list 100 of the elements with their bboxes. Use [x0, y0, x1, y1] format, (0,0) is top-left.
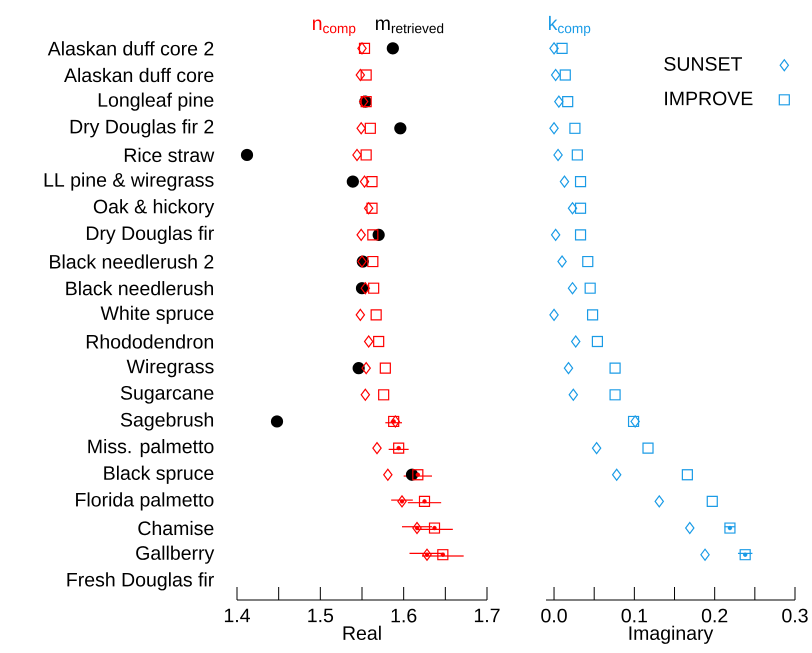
y-tick-label: Alaskan duff core 2: [48, 41, 214, 56]
point: [356, 228, 366, 241]
x-tick-label: 0.1: [622, 608, 647, 622]
point: [564, 362, 574, 374]
point: [356, 122, 366, 134]
point: [364, 335, 374, 348]
point: [740, 549, 751, 560]
y-tick-label: Sugarcane: [120, 386, 214, 404]
point: [240, 148, 254, 162]
annotation: $\mathrm{k}_{\mathrm{comp}}$: [549, 16, 590, 36]
y-tick-label: LL pine & wiregrass: [44, 172, 214, 191]
point: [642, 442, 654, 454]
y-tick-label: Sagebrush: [120, 412, 214, 431]
y-tick-label: Fresh Douglas fir: [67, 572, 214, 590]
text: $\mathrm{m}_{\mathrm{retrieved}}$: [376, 20, 444, 34]
point: [586, 309, 598, 320]
point: [352, 362, 365, 374]
point: [568, 388, 578, 401]
point: [380, 362, 391, 374]
point: [556, 42, 568, 54]
y-tick-label: Black spruce: [104, 466, 214, 484]
y-tick-label: Oak & hickory: [94, 199, 214, 218]
point: [592, 442, 602, 454]
point: [700, 548, 710, 561]
point: [572, 149, 583, 161]
point: [724, 522, 736, 534]
point: [346, 175, 359, 188]
point: [568, 282, 578, 294]
point: [361, 362, 371, 374]
point: [706, 496, 718, 507]
point: [682, 469, 693, 480]
point: [356, 308, 366, 321]
point: [628, 416, 640, 428]
point: [360, 282, 370, 294]
point: [584, 282, 596, 294]
y-tick-label: Chamise: [138, 520, 214, 536]
point: [364, 202, 374, 214]
point: [562, 96, 574, 108]
point: [358, 42, 370, 54]
point: [570, 335, 580, 348]
point: [412, 522, 422, 534]
x-axis-title: Imaginary: [629, 626, 714, 644]
y-tick-label: Dry Douglas fir 2: [70, 119, 214, 138]
y-tick-label: Longleaf pine: [98, 92, 214, 111]
y-tick-label: Dry Douglas fir: [86, 226, 214, 244]
point: [367, 256, 378, 268]
point: [366, 202, 378, 214]
point: [428, 522, 440, 534]
y-tick-label: Florida palmetto: [76, 492, 214, 510]
point: [685, 522, 694, 534]
point: [357, 42, 367, 54]
legend-label: IMPROVE: [665, 92, 752, 106]
x-axis-title: Real: [344, 626, 381, 640]
x-tick-label: 1.5: [308, 608, 334, 622]
point: [549, 308, 559, 321]
x-tick-label: 0.3: [782, 608, 808, 622]
point: [373, 336, 384, 348]
annotation: $\mathrm{n}_{\mathrm{comp}}$: [313, 20, 356, 36]
point: [569, 122, 581, 134]
x-tick-label: 1.7: [474, 608, 500, 622]
y-tick-label: Rhododendron: [86, 334, 214, 349]
point: [553, 148, 563, 162]
point: [393, 442, 404, 454]
y-tick-label: Wiregrass: [126, 359, 214, 378]
point: [270, 415, 284, 428]
point: [394, 122, 406, 134]
point: [574, 202, 586, 214]
point: [549, 42, 559, 54]
point: [367, 229, 378, 240]
point: [557, 255, 567, 268]
point: [609, 389, 621, 400]
point: [360, 388, 370, 401]
point: [592, 336, 604, 348]
point: [654, 495, 664, 508]
y-tick-label: Miss. palmetto: [88, 439, 214, 458]
point: [360, 175, 370, 188]
point: [370, 309, 382, 320]
point: [360, 149, 372, 161]
point: [364, 122, 376, 134]
legend-label: SUNSET: [664, 57, 742, 71]
point: [418, 496, 430, 507]
point: [412, 469, 424, 480]
x-tick-label: 1.6: [392, 608, 416, 622]
point: [560, 69, 571, 81]
point: [366, 176, 378, 188]
point: [356, 68, 366, 82]
x-tick-label: 1.4: [224, 608, 250, 622]
point: [549, 122, 559, 134]
y-tick-label: White spruce: [100, 306, 214, 324]
point: [550, 228, 560, 241]
point: [372, 442, 382, 454]
y-tick-label: Gallberry: [136, 546, 214, 564]
point: [368, 282, 380, 294]
y-tick-label: Rice straw: [124, 148, 214, 162]
point: [630, 415, 640, 428]
y-tick-label: Black needlerush 2: [50, 254, 214, 269]
point: [550, 68, 560, 82]
point: [358, 96, 368, 108]
point: [437, 549, 448, 560]
point: [554, 96, 564, 108]
